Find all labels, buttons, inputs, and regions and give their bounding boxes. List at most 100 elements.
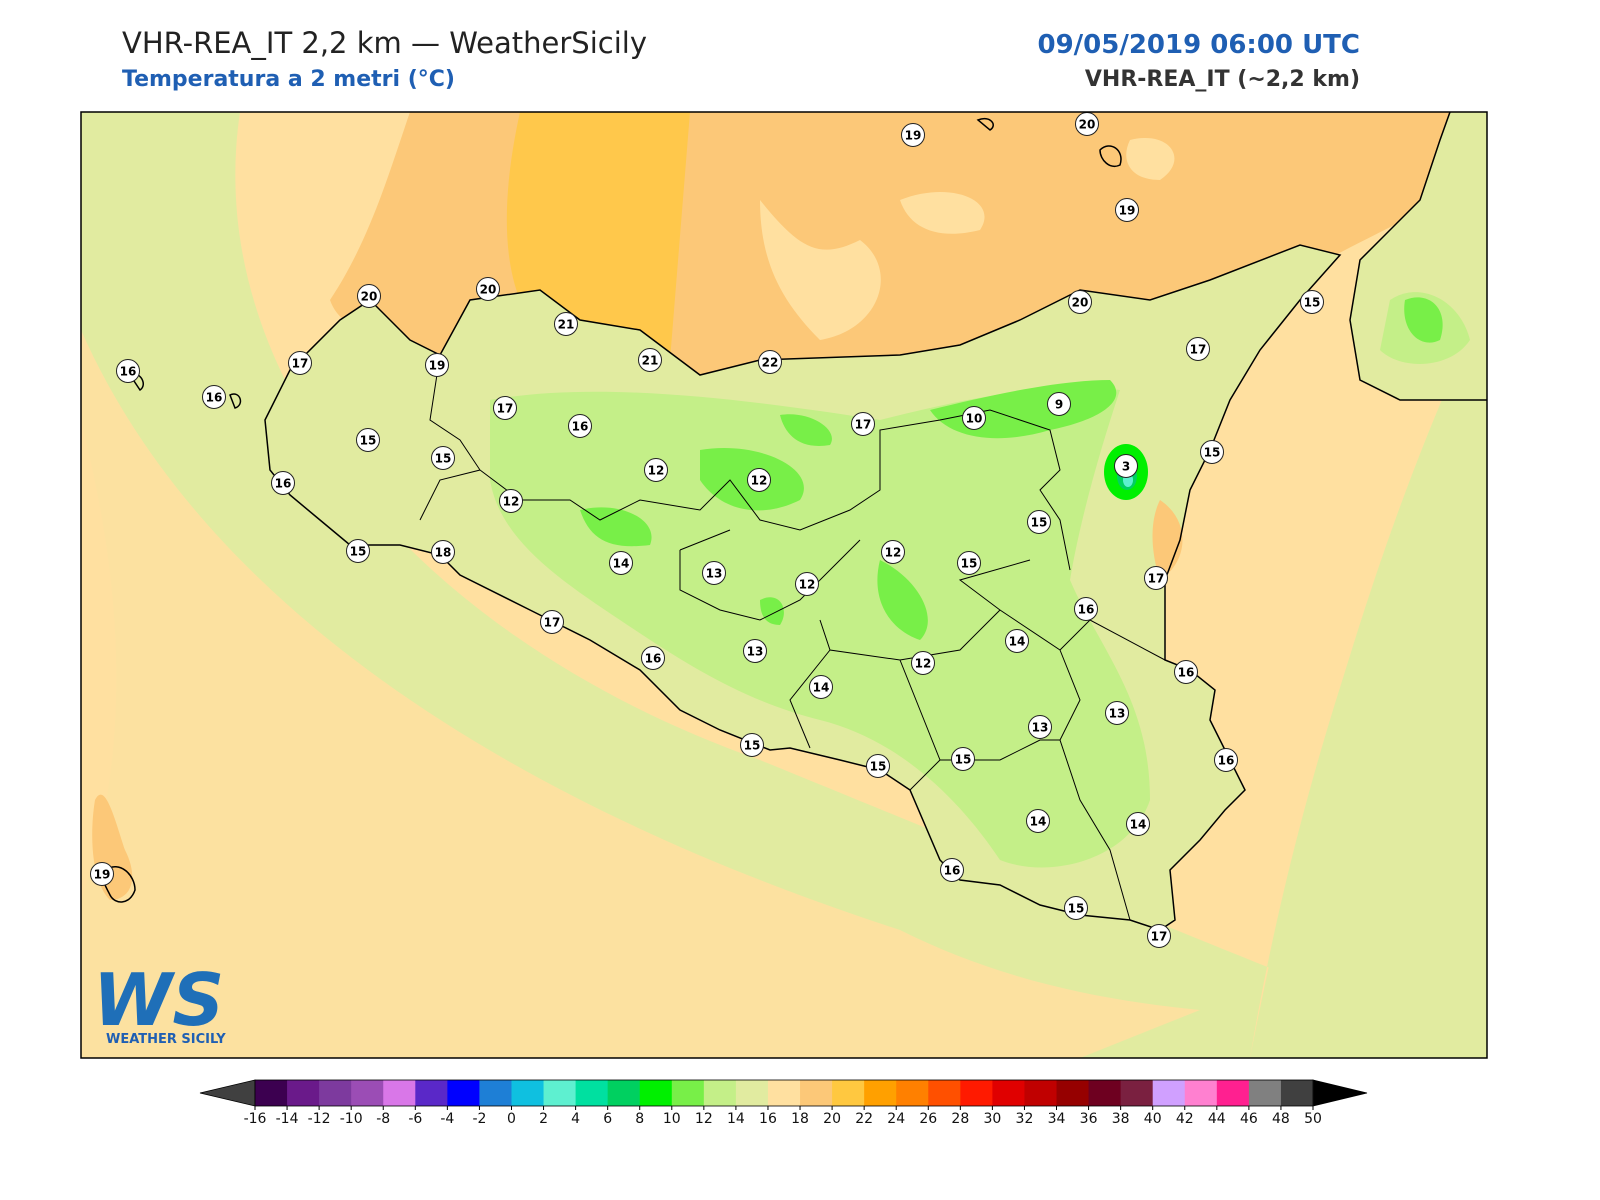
colorbar-segment <box>383 1080 416 1106</box>
colorbar-segment <box>992 1080 1025 1106</box>
station: 16 <box>1074 597 1098 621</box>
station-value: 17 <box>544 616 561 630</box>
colorbar-segment <box>1184 1080 1218 1106</box>
colorbar-tick-label: 4 <box>571 1111 580 1127</box>
station-value: 13 <box>1032 721 1049 735</box>
station: 16 <box>202 385 226 409</box>
station-value: 16 <box>206 391 223 405</box>
colorbar-tick-label: -2 <box>472 1111 486 1127</box>
station: 21 <box>554 312 578 336</box>
colorbar-tick-label: 22 <box>855 1111 873 1127</box>
colorbar-segment <box>575 1080 609 1106</box>
colorbar-segment <box>1216 1080 1250 1106</box>
islands <box>102 118 1122 903</box>
station-marker <box>1028 715 1052 739</box>
station: 14 <box>809 675 833 699</box>
subtitle: Temperatura a 2 metri (°C) <box>122 67 455 92</box>
colorbar-segment <box>960 1080 993 1106</box>
station-marker <box>493 396 517 420</box>
colorbar-segment <box>1152 1080 1186 1106</box>
station-marker <box>499 489 523 513</box>
sea-warm <box>81 330 1200 1058</box>
station-marker <box>740 733 764 757</box>
colorbar-tick-label: 40 <box>1144 1111 1162 1127</box>
station: 13 <box>1028 715 1052 739</box>
colorbar-tick-label: -6 <box>408 1111 422 1127</box>
colorbar-segment <box>607 1080 641 1106</box>
station: 13 <box>1105 701 1129 725</box>
colorbar-tick-label: 34 <box>1048 1111 1066 1127</box>
station-marker <box>1300 290 1324 314</box>
station-value: 20 <box>361 290 378 304</box>
colorbar-tick-label: 42 <box>1176 1111 1194 1127</box>
station-marker <box>1144 566 1168 590</box>
station: 17 <box>1144 566 1168 590</box>
colorbar-tick-label: 6 <box>603 1111 612 1127</box>
colorbar-segment <box>832 1080 865 1106</box>
station: 22 <box>758 350 782 374</box>
station-value: 17 <box>1151 930 1168 944</box>
station-value: 15 <box>870 760 887 774</box>
station: 15 <box>431 446 455 470</box>
station: 20 <box>357 284 381 308</box>
colorbar-tick-label: -4 <box>440 1111 454 1127</box>
colorbar-segment <box>928 1080 961 1106</box>
colorbar-segment <box>479 1080 512 1106</box>
cool-patch <box>760 200 881 340</box>
station: 21 <box>638 348 662 372</box>
station-marker <box>271 471 295 495</box>
station-marker <box>644 458 668 482</box>
colorbar-segment <box>319 1080 352 1106</box>
colorbar-segment <box>543 1080 577 1106</box>
colorbar-under <box>199 1079 256 1107</box>
colorbar-tick-label: -16 <box>244 1111 267 1127</box>
station: 16 <box>940 858 964 882</box>
station: 20 <box>476 277 500 301</box>
station-marker <box>1005 629 1029 653</box>
colorbar-tick-label: 24 <box>887 1111 905 1127</box>
map: 19 20 19 20 20 21 21 22 20 15 16 16 17 19 17 17 16 15 15 17… <box>81 112 1487 1058</box>
station-value: 16 <box>120 365 137 379</box>
station-value: 13 <box>706 567 723 581</box>
station: 15 <box>740 733 764 757</box>
station-marker <box>747 468 771 492</box>
station-marker <box>1068 290 1092 314</box>
station-marker <box>1214 748 1238 772</box>
station: 12 <box>795 572 819 596</box>
colorbar-tick-label: -10 <box>340 1111 363 1127</box>
station-value: 14 <box>1130 818 1147 832</box>
station-value: 15 <box>961 557 978 571</box>
station: 17 <box>288 351 312 375</box>
station-marker <box>1147 924 1171 948</box>
station-marker <box>866 754 890 778</box>
colorbar-frame <box>254 1079 1314 1107</box>
model-label: VHR-REA_IT (~2,2 km) <box>1085 67 1360 92</box>
station: 15 <box>1064 896 1088 920</box>
station-value: 12 <box>915 657 932 671</box>
province-borders <box>419 354 1166 921</box>
colorbar-tick-label: 26 <box>919 1111 937 1127</box>
station-value: 16 <box>1178 666 1195 680</box>
station-marker <box>638 348 662 372</box>
station-value: 15 <box>350 545 367 559</box>
station-value: 10 <box>966 412 983 426</box>
hot-north <box>506 112 690 360</box>
station-marker <box>1114 454 1138 478</box>
station: 18 <box>431 540 455 564</box>
station: 19 <box>901 123 925 147</box>
station: 15 <box>957 551 981 575</box>
colorbar-segment <box>415 1080 448 1106</box>
colorbar: -16 -14 -12 -10 -8 -6 -4 -2 0 2 4 6 8 10 12 14 16 18 20 22 2… <box>199 1079 1368 1127</box>
station-marker <box>1047 392 1071 416</box>
colorbar-segment <box>671 1080 705 1106</box>
colorbar-tick-label: 36 <box>1080 1111 1098 1127</box>
colorbar-tick-label: 48 <box>1272 1111 1290 1127</box>
station: 16 <box>1174 660 1198 684</box>
station-value: 13 <box>1109 707 1126 721</box>
station-marker <box>1027 510 1051 534</box>
colorbar-segment <box>1280 1080 1314 1106</box>
station-value: 3 <box>1122 460 1130 474</box>
station: 19 <box>425 353 449 377</box>
station: 12 <box>499 489 523 513</box>
